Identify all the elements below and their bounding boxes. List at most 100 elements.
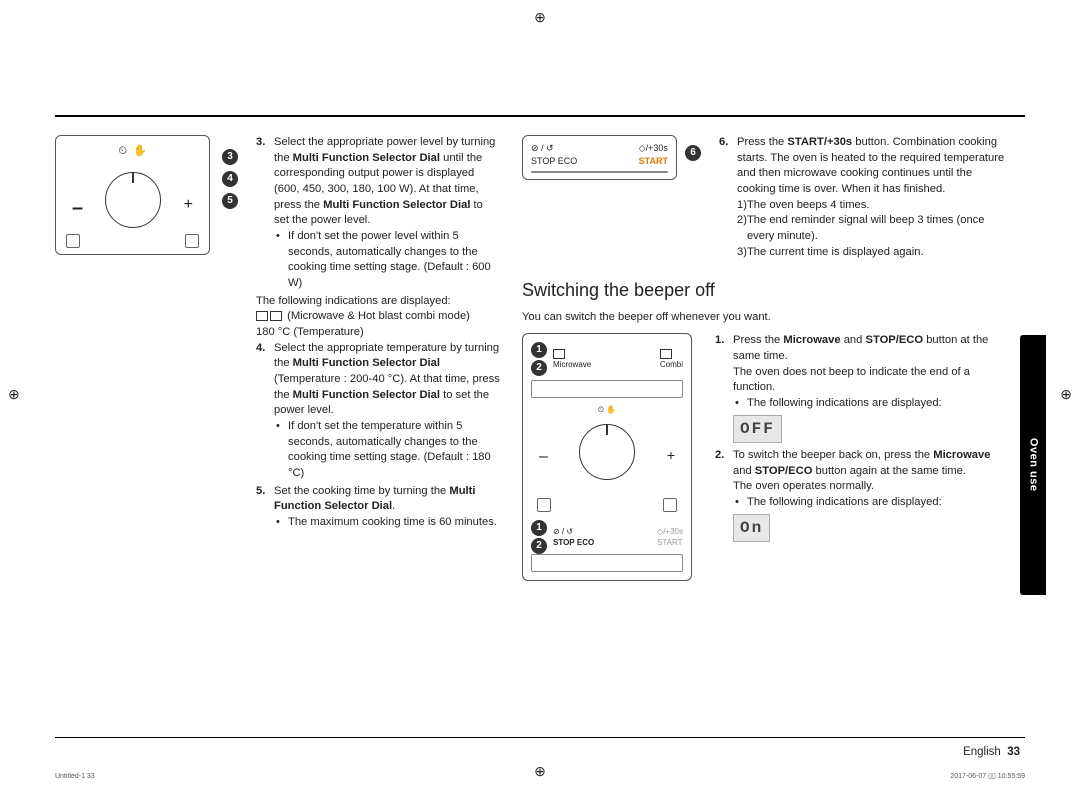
mode-icon (270, 311, 282, 321)
t: START (639, 156, 668, 166)
badge-1b: 1 (531, 520, 547, 536)
sub3: 3)The current time is displayed again. (737, 245, 1012, 261)
t: STOP/ECO (755, 465, 813, 477)
step-num: 1. (715, 333, 733, 446)
indication-temp: 180 °C (Temperature) (256, 325, 500, 341)
minus-icon: – (539, 446, 548, 468)
display-on: On (733, 514, 770, 542)
t: Microwave (553, 360, 591, 369)
t: . (392, 500, 395, 512)
badge-5: 5 (222, 193, 238, 209)
t: Combi (660, 360, 683, 369)
t: START (657, 538, 682, 547)
display-off: OFF (733, 415, 782, 443)
t: ECO (558, 156, 578, 166)
t: STOP/ECO (865, 334, 923, 346)
start-icon: ◇/+30sSTART (657, 526, 683, 548)
step6-row: ⊘ / ↺STOP ECO ◇/+30sSTART 6 6. Press the… (522, 135, 1012, 262)
mode-icon (256, 311, 268, 321)
step-5: 5. Set the cooking time by turning the M… (256, 484, 500, 531)
dial-diagram: ⏲✋ – + (55, 135, 210, 255)
step-3: 3. Select the appropriate power level by… (256, 135, 500, 292)
t: Press the (737, 136, 787, 148)
start-icon: ◇/+30sSTART (639, 142, 668, 167)
step-6: 6. Press the START/+30s button. Combinat… (719, 135, 1012, 260)
t: (Microwave & Hot blast combi mode) (287, 310, 470, 322)
step-badges: 3 4 5 (222, 135, 244, 581)
beeper-step-2: 2. To switch the beeper back on, press t… (715, 448, 1012, 545)
sub1: 1)The oven beeps 4 times. (737, 198, 1012, 214)
t: To switch the beeper back on, press the (733, 449, 933, 461)
display-rect (531, 554, 683, 572)
badge-2b: 2 (531, 538, 547, 554)
t: Microwave (783, 334, 840, 346)
beeper-heading: Switching the beeper off (522, 278, 1012, 303)
microwave-btn: Microwave (553, 348, 591, 370)
mini-icon (537, 498, 551, 512)
t: The current time is displayed again. (747, 245, 924, 261)
footer-page: English 33 (963, 744, 1020, 760)
t: STOP (531, 156, 555, 166)
display-rect (531, 171, 668, 173)
t: The oven operates normally. (733, 479, 1012, 495)
stop-eco-icon: ⊘ / ↺STOP ECO (531, 142, 577, 167)
t: and (841, 334, 866, 346)
step-4: 4. Select the appropriate temperature by… (256, 341, 500, 482)
right-column: ⊘ / ↺STOP ECO ◇/+30sSTART 6 6. Press the… (522, 135, 1012, 581)
badge-1: 1 (531, 342, 547, 358)
combi-icon (660, 349, 672, 359)
step-num: 2. (715, 448, 733, 545)
rule-top (55, 115, 1025, 117)
step-num: 5. (256, 484, 274, 531)
t: The oven beeps 4 times. (747, 198, 870, 214)
footer-left: Untitled-1 33 (55, 772, 95, 782)
t: Multi Function Selector Dial (293, 389, 440, 401)
t: Multi Function Selector Dial (293, 357, 440, 369)
badge-4: 4 (222, 171, 238, 187)
mini-icon-bl (66, 234, 80, 248)
bullet: If don't set the temperature within 5 se… (274, 419, 500, 482)
microwave-icon (553, 349, 565, 359)
n: 2) (737, 213, 747, 244)
indication-mode: (Microwave & Hot blast combi mode) (256, 309, 500, 325)
beeper-panel-diagram: 1 2 Microwave Combi ⏲ ✋ – + (522, 333, 697, 581)
display-rect (531, 380, 683, 398)
t: /+30s (663, 527, 683, 536)
t: ECO (577, 538, 594, 547)
left-column: ⏲✋ – + 3 4 5 3. Select the (55, 135, 500, 581)
plus-icon: + (184, 194, 193, 216)
bullet: If don't set the power level within 5 se… (274, 229, 500, 292)
bullet: The maximum cooking time is 60 minutes. (274, 515, 500, 531)
top-icons: ⏲ ✋ (598, 404, 616, 415)
footer-lang: English (963, 746, 1001, 758)
content: ⏲✋ – + 3 4 5 3. Select the (55, 135, 1025, 581)
bullet: The following indications are displayed: (733, 396, 1012, 412)
bullet: The following indications are displayed: (733, 495, 1012, 511)
t: Set the cooking time by turning the (274, 485, 449, 497)
rule-bottom (55, 737, 1025, 738)
plus-icon: + (667, 446, 675, 466)
step-num: 6. (719, 135, 737, 260)
badge-3: 3 (222, 149, 238, 165)
t: STOP (553, 538, 575, 547)
full-control-panel: 1 2 Microwave Combi ⏲ ✋ – + (522, 333, 692, 581)
t: Microwave (933, 449, 990, 461)
beeper-intro: You can switch the beeper off whenever y… (522, 310, 1012, 326)
t: The oven does not beep to indicate the e… (733, 365, 1012, 396)
t: Multi Function Selector Dial (323, 199, 470, 211)
footer-num: 33 (1007, 746, 1020, 758)
mini-icon-br (185, 234, 199, 248)
footer-right: 2017-06-07 ▯▯ 10:55:59 (950, 772, 1025, 782)
step-num: 3. (256, 135, 274, 292)
dial-top-icons: ⏲✋ (118, 144, 146, 159)
sub2: 2)The end reminder signal will beep 3 ti… (737, 213, 1012, 244)
control-panel-6: ⊘ / ↺STOP ECO ◇/+30sSTART (522, 135, 677, 180)
side-tab-label: Oven use (1025, 438, 1040, 492)
page: ⏲✋ – + 3 4 5 3. Select the (0, 0, 1080, 790)
beeper-text: 1. Press the Microwave and STOP/ECO butt… (715, 333, 1012, 581)
left-text: 3. Select the appropriate power level by… (256, 135, 500, 581)
badge-2: 2 (531, 360, 547, 376)
selector-dial-icon (105, 172, 161, 228)
indications-intro: The following indications are displayed: (256, 294, 500, 310)
selector-dial-icon (579, 424, 635, 480)
